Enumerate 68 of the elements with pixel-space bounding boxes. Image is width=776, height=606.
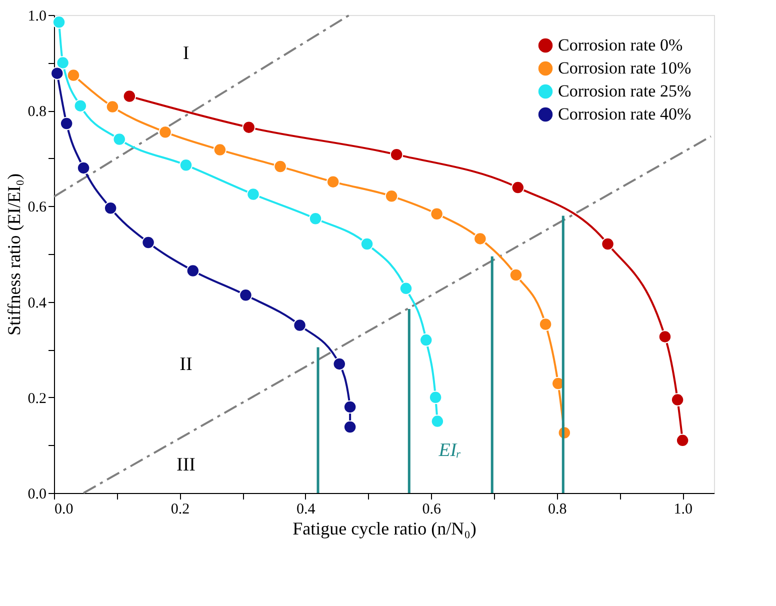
point: [76, 161, 90, 175]
point: [66, 68, 80, 82]
x-tick-label: 0.4: [296, 502, 316, 518]
x-tick-label: 0.0: [54, 502, 74, 518]
point: [511, 180, 525, 194]
legend-label: Corrosion rate 40%: [558, 104, 692, 124]
point: [239, 288, 252, 302]
x-axis-title: Fatigue cycle ratio (n/N₀): [292, 518, 476, 538]
point: [430, 414, 444, 428]
point: [293, 318, 306, 332]
point: [326, 175, 340, 188]
point: [658, 330, 672, 344]
legend-label: Corrosion rate 10%: [558, 58, 692, 78]
point: [142, 236, 155, 250]
point: [246, 188, 260, 201]
point: [430, 207, 444, 220]
annotation: II: [180, 354, 192, 375]
point: [343, 400, 357, 414]
point: [670, 393, 684, 406]
x-tick-label: 0.6: [422, 502, 442, 518]
point: [384, 190, 398, 203]
point: [419, 333, 433, 347]
point: [104, 202, 118, 215]
bar: [408, 308, 410, 493]
point: [106, 100, 120, 114]
y-axis-title: Stiffness ratio (EI/EI₀): [4, 174, 24, 336]
point: [390, 148, 404, 162]
y-tick-label: 0.8: [28, 104, 46, 120]
point: [538, 318, 552, 331]
point: [122, 90, 136, 103]
point: [343, 420, 357, 434]
x-tick-label: 1.0: [674, 502, 692, 518]
annotation: III: [176, 454, 196, 476]
point: [332, 357, 346, 371]
point: [158, 126, 172, 139]
point: [186, 264, 200, 278]
annotation: I: [182, 43, 190, 64]
x-tick-label: 0.2: [170, 502, 190, 518]
annotation: EIᵣ: [438, 440, 462, 461]
x-tick-label: 0.8: [548, 502, 567, 518]
y-tick-label: 0.0: [28, 486, 46, 502]
legend-label: Corrosion rate 0%: [558, 36, 683, 54]
point: [179, 158, 193, 172]
point: [242, 120, 256, 134]
point: [60, 116, 74, 130]
y-tick-label: 0.4: [28, 295, 47, 312]
point: [360, 237, 374, 251]
point: [52, 16, 66, 29]
point: [474, 232, 487, 246]
bar: [490, 256, 494, 493]
point: [676, 434, 690, 448]
point: [601, 237, 614, 251]
bar: [316, 347, 320, 493]
y-tick-label: 1.0: [28, 8, 46, 24]
point: [112, 132, 126, 146]
point: [50, 66, 64, 80]
point: [428, 390, 442, 404]
legend-label: Corrosion rate 25%: [558, 82, 692, 100]
point: [274, 160, 287, 174]
point: [399, 282, 413, 296]
point: [213, 143, 227, 156]
point: [308, 212, 322, 226]
bar: [562, 216, 564, 493]
point: [509, 268, 523, 282]
point: [56, 56, 70, 70]
y-tick-label: 0.6: [28, 200, 47, 216]
y-tick-label: 0.2: [28, 390, 46, 407]
point: [74, 99, 88, 112]
